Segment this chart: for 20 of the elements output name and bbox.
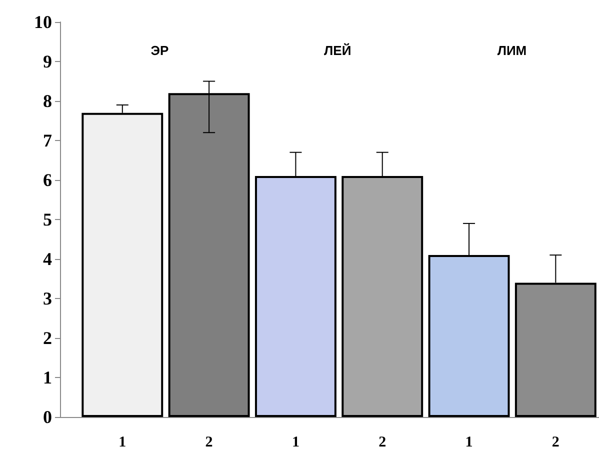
y-tick-label: 3 (43, 288, 52, 308)
annotation: ЭР (150, 43, 169, 58)
x-tick-label: 1 (118, 434, 126, 450)
x-tick-label: 1 (292, 434, 300, 450)
y-tick-label: 2 (43, 328, 52, 348)
y-tick-label: 9 (43, 52, 52, 72)
x-tick-label: 2 (205, 434, 213, 450)
x-tick-label: 2 (378, 434, 386, 450)
annotation: ЛИМ (497, 43, 527, 58)
annotation: ЛЕЙ (324, 43, 352, 58)
y-tick-label: 0 (43, 407, 52, 427)
y-tick-label: 7 (43, 130, 52, 150)
y-tick-label: 8 (43, 91, 52, 111)
y-tick-label: 5 (43, 210, 52, 230)
y-tick-label: 10 (34, 12, 52, 32)
x-tick-label: 2 (552, 434, 560, 450)
x-tick-label: 1 (465, 434, 473, 450)
y-tick-label: 6 (43, 170, 52, 190)
y-tick-label: 1 (43, 368, 52, 388)
y-tick-label: 4 (43, 249, 52, 269)
